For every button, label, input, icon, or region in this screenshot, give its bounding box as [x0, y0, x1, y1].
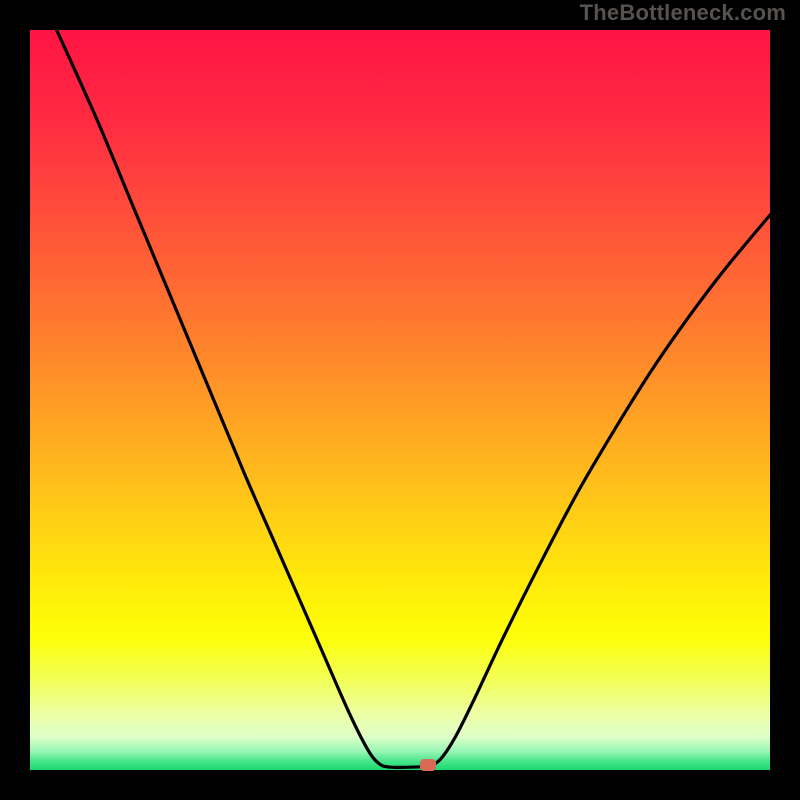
- chart-frame: TheBottleneck.com: [0, 0, 800, 800]
- minimum-marker: [420, 759, 436, 771]
- gradient-plot-area: [30, 30, 770, 770]
- watermark-label: TheBottleneck.com: [580, 0, 786, 26]
